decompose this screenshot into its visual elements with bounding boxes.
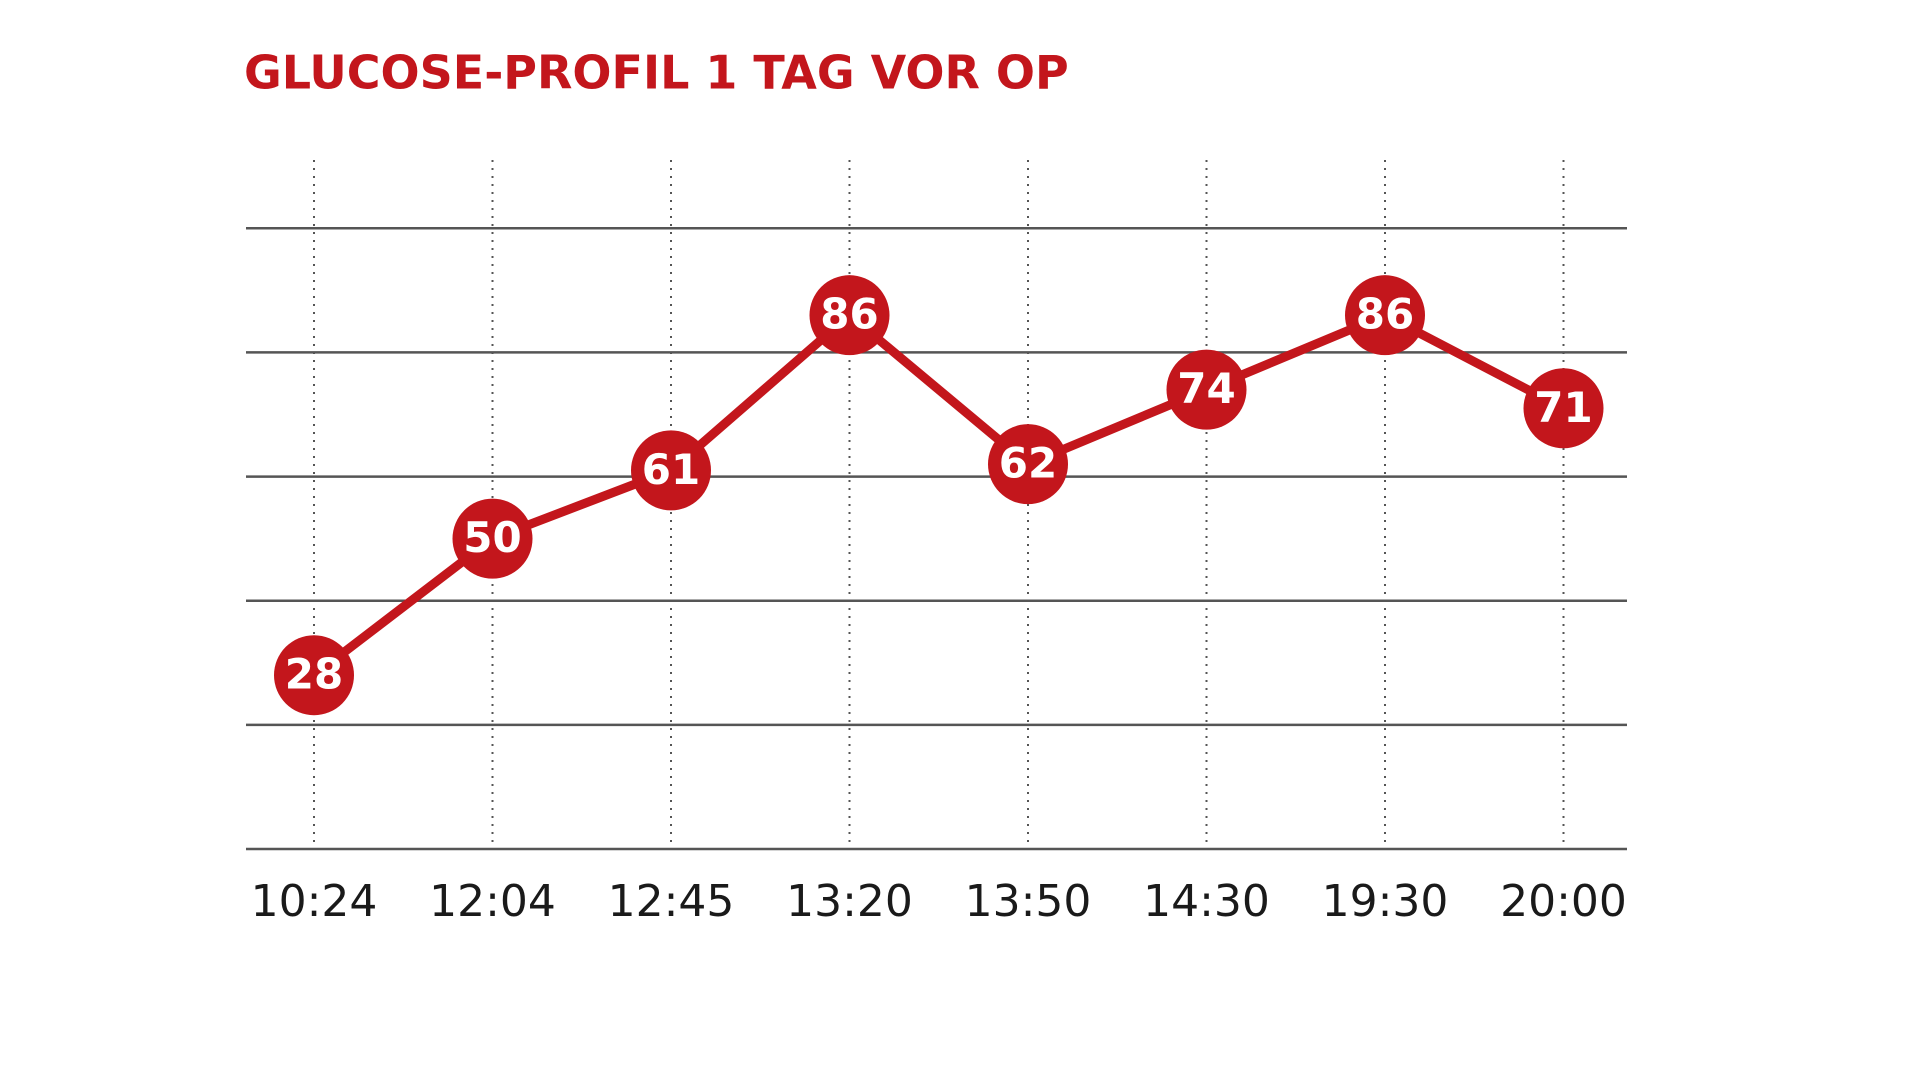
x-tick-label: 14:30 <box>1143 876 1270 927</box>
point <box>452 498 533 579</box>
x-tick-label: 19:30 <box>1322 876 1449 927</box>
x-tick-label: 12:45 <box>608 876 735 927</box>
point <box>1345 275 1425 356</box>
data-label: 71 <box>1534 383 1592 432</box>
data-label: 74 <box>1177 364 1235 413</box>
x-tick-label: 12:04 <box>429 876 556 927</box>
point <box>809 275 890 356</box>
point <box>988 424 1068 505</box>
data-label: 86 <box>820 290 878 339</box>
x-tick-label: 20:00 <box>1500 876 1627 927</box>
data-label: 61 <box>642 445 700 494</box>
data-label: 50 <box>463 513 521 562</box>
data-label: 62 <box>999 439 1057 488</box>
point <box>1166 349 1247 430</box>
line <box>311 310 1566 679</box>
point <box>631 430 711 511</box>
data-label: 28 <box>285 650 343 699</box>
x-tick-label: 13:50 <box>965 876 1092 927</box>
x-tick-label: 10:24 <box>251 876 378 927</box>
point <box>274 635 354 716</box>
data-label: 86 <box>1356 290 1414 339</box>
x-tick-label: 13:20 <box>786 876 913 927</box>
point <box>1523 368 1604 449</box>
chart-title: GLUCOSE-PROFIL 1 TAG VOR OP <box>244 46 1069 100</box>
